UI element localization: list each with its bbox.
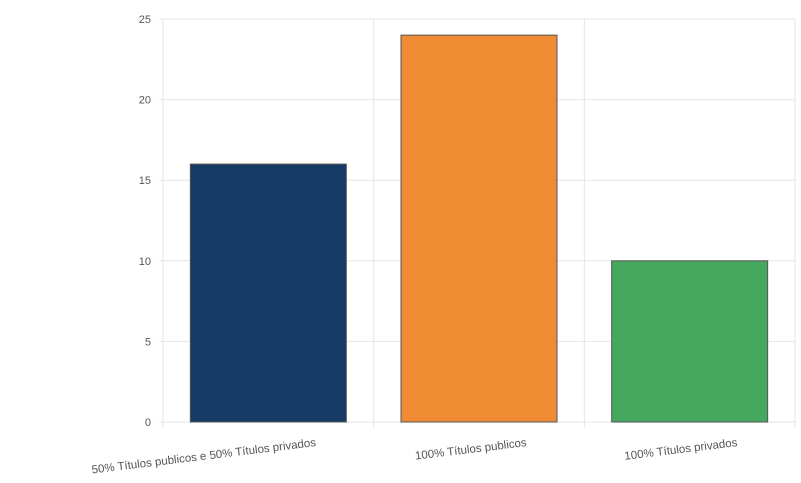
bar-1 xyxy=(189,163,347,423)
x-axis-labels: 50% Títulos publicos e 50% Títulos priva… xyxy=(91,437,738,476)
bar-2 xyxy=(400,34,558,423)
y-tick-label: 25 xyxy=(139,14,151,26)
x-category-label: 50% Títulos publicos e 50% Títulos priva… xyxy=(91,437,317,476)
y-tick-label: 5 xyxy=(145,336,151,348)
y-tick-label: 10 xyxy=(139,256,151,268)
y-axis-ticks: 0 5 10 15 20 25 xyxy=(139,14,151,429)
x-category-label: 100% Títulos privados xyxy=(624,437,738,463)
bars xyxy=(189,34,769,423)
y-tick-label: 20 xyxy=(139,95,151,107)
bar-3 xyxy=(611,260,769,423)
y-tick-label: 15 xyxy=(139,175,151,187)
x-category-label: 100% Títulos publicos xyxy=(414,437,527,463)
y-tick-label: 0 xyxy=(145,417,151,429)
